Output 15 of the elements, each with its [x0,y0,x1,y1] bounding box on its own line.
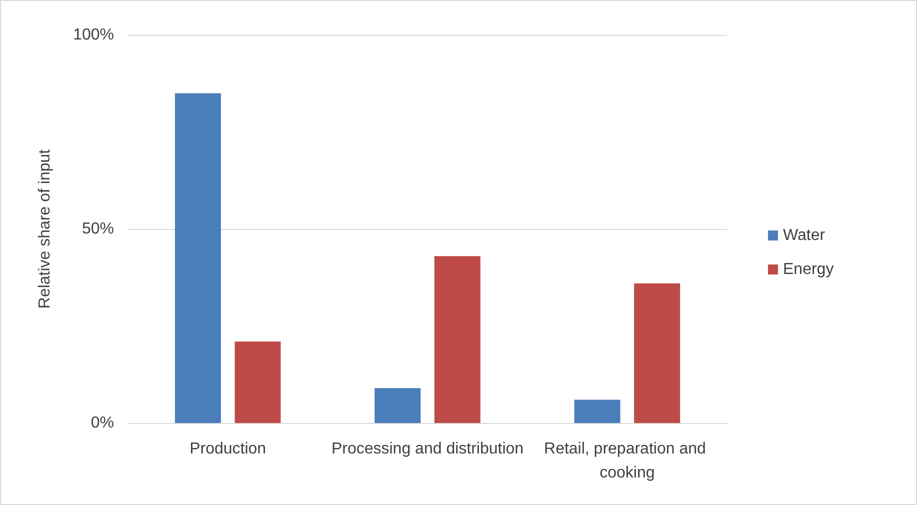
x-tick-label: Retail, preparation and cooking [544,440,710,482]
y-tick-label: 100% [73,26,114,44]
y-axis-title: Relative share of input [36,148,54,309]
y-tick-label: 50% [82,220,114,238]
bar [634,283,680,423]
bar [234,342,281,423]
y-tick-label: 0% [90,414,114,432]
x-tick-label: Processing and distribution [331,440,524,458]
x-tick-label: Production [190,440,266,458]
bar [174,93,221,423]
bar [574,400,620,423]
bar [434,256,480,423]
bar [374,388,421,423]
legend-label: Energy [783,261,834,278]
legend-label: Water [783,227,826,244]
